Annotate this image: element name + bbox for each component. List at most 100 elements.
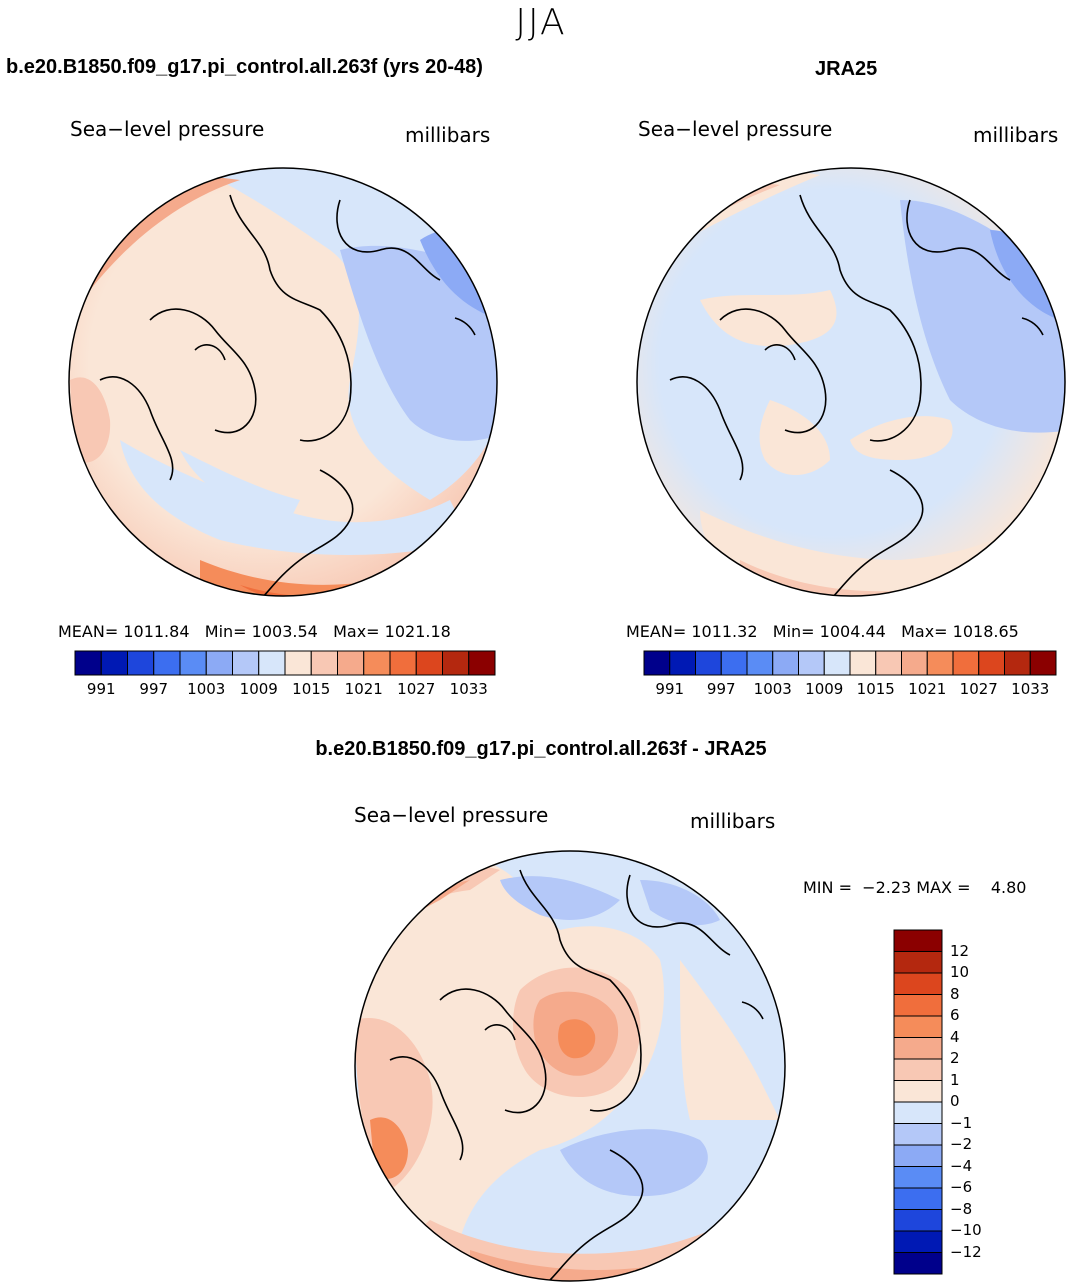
panel1-colorbar bbox=[74, 650, 496, 676]
panel1-min-value: 1003.54 bbox=[251, 622, 318, 641]
colorbar-tick-label: 8 bbox=[950, 984, 960, 1003]
colorbar-tick-label: 1009 bbox=[805, 680, 844, 698]
colorbar-swatch bbox=[893, 1058, 943, 1081]
colorbar-swatch bbox=[310, 650, 338, 676]
colorbar-swatch bbox=[468, 650, 496, 676]
panel3-max-label: MAX = bbox=[916, 878, 971, 897]
panel2-field-label: Sea−level pressure bbox=[638, 117, 833, 141]
colorbar-swatch bbox=[205, 650, 233, 676]
colorbar-swatch bbox=[893, 1123, 943, 1146]
panel3-units-label: millibars bbox=[690, 809, 776, 833]
colorbar-swatch bbox=[772, 650, 799, 676]
colorbar-swatch bbox=[893, 972, 943, 995]
colorbar-swatch bbox=[100, 650, 128, 676]
colorbar-tick-label: 1027 bbox=[959, 680, 998, 698]
colorbar-tick-label: 1033 bbox=[1011, 680, 1050, 698]
colorbar-swatch bbox=[669, 650, 696, 676]
colorbar-tick-label: 1027 bbox=[397, 680, 436, 698]
colorbar-swatch bbox=[893, 1080, 943, 1103]
colorbar-tick-label: −12 bbox=[950, 1242, 982, 1261]
colorbar-tick-label: 1003 bbox=[187, 680, 226, 698]
colorbar-tick-label: 1021 bbox=[344, 680, 383, 698]
colorbar-swatch bbox=[893, 1166, 943, 1189]
panel3-min-label: MIN = bbox=[803, 878, 852, 897]
colorbar-swatch bbox=[893, 1101, 943, 1124]
colorbar-swatch bbox=[893, 1230, 943, 1253]
panel1-colorbar-ticks: 991 997 1003 1009 1015 1021 1027 1033 bbox=[75, 680, 495, 700]
colorbar-tick-label: 4 bbox=[950, 1027, 960, 1046]
colorbar-tick-label: 991 bbox=[86, 680, 116, 698]
panel2-mean-value: 1011.32 bbox=[691, 622, 758, 641]
panel3-min-value: −2.23 bbox=[862, 878, 912, 897]
panel1-mean-label: MEAN= bbox=[58, 622, 119, 641]
colorbar-swatch bbox=[1029, 650, 1057, 676]
colorbar-swatch bbox=[893, 1144, 943, 1167]
colorbar-swatch bbox=[127, 650, 155, 676]
panel3-max-value: 4.80 bbox=[990, 878, 1027, 897]
colorbar-swatch bbox=[74, 650, 102, 676]
panel2-min-value: 1004.44 bbox=[819, 622, 886, 641]
colorbar-swatch bbox=[695, 650, 722, 676]
panel2-colorbar bbox=[643, 650, 1057, 676]
colorbar-swatch bbox=[232, 650, 260, 676]
colorbar-swatch bbox=[1004, 650, 1031, 676]
panel1-units-label: millibars bbox=[405, 123, 491, 147]
panel3-field-label: Sea−level pressure bbox=[354, 803, 549, 827]
panel2-title: JRA25 bbox=[815, 58, 878, 80]
colorbar-tick-label: −10 bbox=[950, 1221, 982, 1239]
colorbar-tick-label: 0 bbox=[950, 1092, 960, 1110]
colorbar-tick-label: −1 bbox=[950, 1113, 973, 1132]
colorbar-swatch bbox=[179, 650, 207, 676]
colorbar-swatch bbox=[415, 650, 443, 676]
colorbar-swatch bbox=[893, 1209, 943, 1232]
panel2-colorbar-ticks: 991 997 1003 1009 1015 1021 1027 1033 bbox=[644, 680, 1056, 700]
colorbar-tick-label: 10 bbox=[950, 963, 970, 981]
colorbar-tick-label: 12 bbox=[950, 941, 970, 960]
colorbar-swatch bbox=[901, 650, 928, 676]
panel3-colorbar-ticks: 12 10 8 6 4 2 1 0 −1 −2 −4 −6 −8 −10 −12 bbox=[950, 930, 1010, 1274]
colorbar-tick-label: 1015 bbox=[292, 680, 331, 698]
colorbar-tick-label: 991 bbox=[655, 680, 685, 698]
panel1-mean-value: 1011.84 bbox=[123, 622, 190, 641]
colorbar-tick-label: 997 bbox=[139, 680, 169, 698]
panel2-max-value: 1018.65 bbox=[952, 622, 1019, 641]
colorbar-swatch bbox=[893, 951, 943, 974]
panel1-stats: MEAN= 1011.84 Min= 1003.54 Max= 1021.18 bbox=[58, 622, 451, 641]
colorbar-tick-label: 6 bbox=[950, 1006, 960, 1024]
panel1-max-value: 1021.18 bbox=[384, 622, 451, 641]
colorbar-swatch bbox=[849, 650, 877, 676]
panel3-stats: MIN = −2.23 MAX = 4.80 bbox=[803, 878, 1026, 897]
colorbar-tick-label: −6 bbox=[950, 1178, 973, 1196]
colorbar-tick-label: −8 bbox=[950, 1199, 973, 1218]
panel1-title: b.e20.B1850.f09_g17.pi_control.all.263f … bbox=[6, 56, 483, 78]
panel2-min-label: Min= bbox=[772, 622, 815, 641]
colorbar-swatch bbox=[363, 650, 391, 676]
colorbar-swatch bbox=[643, 650, 671, 676]
colorbar-swatch bbox=[153, 650, 181, 676]
colorbar-swatch bbox=[893, 1187, 943, 1210]
panel2-units-label: millibars bbox=[973, 123, 1059, 147]
colorbar-tick-label: 1021 bbox=[908, 680, 947, 698]
colorbar-tick-label: −2 bbox=[950, 1135, 973, 1153]
colorbar-tick-label: 1009 bbox=[239, 680, 278, 698]
colorbar-swatch bbox=[952, 650, 980, 676]
panel1-min-label: Min= bbox=[204, 622, 247, 641]
panel2-mean-label: MEAN= bbox=[626, 622, 687, 641]
colorbar-tick-label: 1 bbox=[950, 1070, 960, 1089]
colorbar-tick-label: −4 bbox=[950, 1156, 973, 1175]
panel3-title: b.e20.B1850.f09_g17.pi_control.all.263f … bbox=[315, 738, 767, 760]
colorbar-swatch bbox=[389, 650, 417, 676]
colorbar-swatch bbox=[258, 650, 286, 676]
colorbar-swatch bbox=[284, 650, 312, 676]
colorbar-tick-label: 1033 bbox=[449, 680, 488, 698]
colorbar-swatch bbox=[798, 650, 825, 676]
colorbar-swatch bbox=[893, 994, 943, 1017]
panel2-stats: MEAN= 1011.32 Min= 1004.44 Max= 1018.65 bbox=[626, 622, 1019, 641]
colorbar-swatch bbox=[893, 1252, 943, 1275]
colorbar-swatch bbox=[442, 650, 470, 676]
colorbar-swatch bbox=[893, 1037, 943, 1060]
panel3-colorbar bbox=[893, 929, 943, 1275]
